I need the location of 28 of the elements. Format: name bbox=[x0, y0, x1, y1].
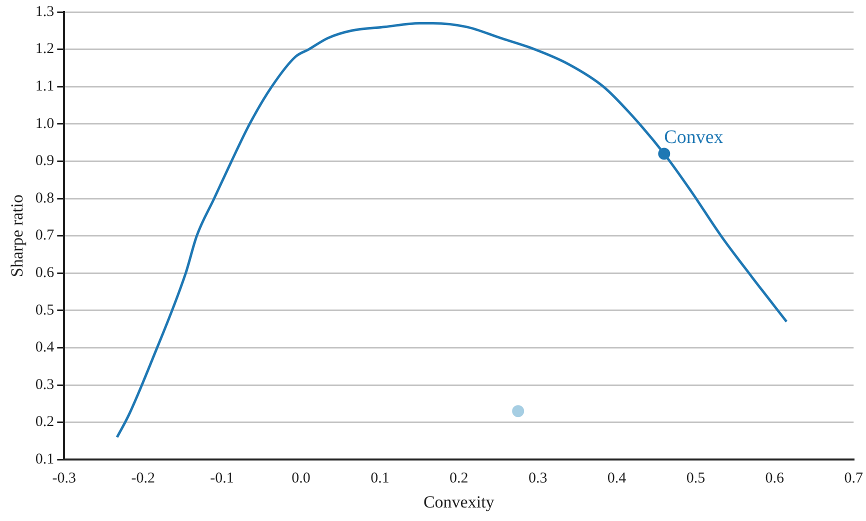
x-tick-label: 0.2 bbox=[450, 470, 468, 487]
y-tick-label: 0.3 bbox=[35, 376, 54, 393]
line-series bbox=[116, 22, 788, 438]
x-tick-label: 0.4 bbox=[607, 470, 627, 487]
y-tick-label: 0.7 bbox=[35, 228, 55, 244]
y-tick-label: 0.6 bbox=[35, 265, 55, 282]
x-tick-label: 0.3 bbox=[528, 470, 548, 487]
y-tick-label: 0.8 bbox=[35, 190, 54, 206]
y-tick-label: 1.2 bbox=[35, 41, 54, 58]
y-tick-label: 0.2 bbox=[35, 414, 54, 430]
y-tick-label: 1.0 bbox=[35, 116, 54, 132]
y-tick-label: 0.5 bbox=[35, 302, 54, 318]
y-tick-label: 0.9 bbox=[35, 153, 54, 170]
x-tick-label: -0.2 bbox=[131, 470, 155, 487]
y-tick-label: 0.4 bbox=[35, 340, 55, 356]
y-tick-label: 1.1 bbox=[35, 78, 54, 95]
y-axis-title: Sharpe ratio bbox=[8, 194, 27, 278]
x-tick-label: -0.3 bbox=[52, 470, 76, 487]
x-tick-label: 0.7 bbox=[844, 470, 864, 487]
x-tick-label: 0.5 bbox=[686, 470, 706, 487]
x-axis-title: Convexity bbox=[423, 492, 495, 512]
x-tick-label: 0.1 bbox=[370, 470, 390, 487]
y-tick-label: 0.1 bbox=[35, 452, 54, 468]
x-tick-label: -0.1 bbox=[210, 470, 234, 487]
x-tick-label: 0.6 bbox=[765, 470, 785, 487]
series-label: Convex bbox=[664, 127, 724, 148]
y-tick-label: 1.3 bbox=[35, 4, 54, 20]
x-tick-label: 0.0 bbox=[292, 470, 310, 487]
